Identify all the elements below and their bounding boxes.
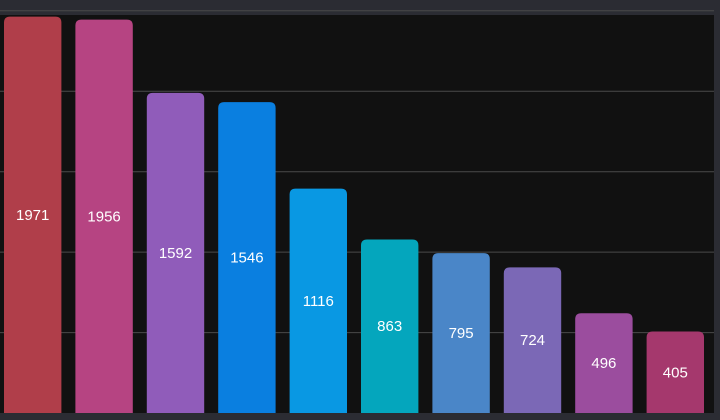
bar[interactable] — [432, 253, 490, 413]
bar-value-label: 724 — [520, 332, 545, 349]
data-labels: 1971 1956 1592 1546 1116 863 795 724 496 405 — [16, 207, 688, 381]
bar-value-label: 496 — [591, 355, 616, 372]
bar[interactable] — [289, 188, 347, 413]
bar[interactable] — [146, 92, 205, 413]
bar-value-label: 1971 — [16, 207, 49, 224]
bar[interactable] — [503, 267, 562, 413]
bar-value-label: 405 — [663, 364, 688, 381]
bar-value-label: 1546 — [230, 250, 263, 267]
bars — [4, 16, 704, 414]
bar[interactable] — [575, 313, 633, 413]
bar-value-label: 1592 — [159, 245, 192, 262]
bar-value-label: 795 — [449, 325, 474, 342]
bar-value-label: 863 — [377, 318, 402, 335]
bar-value-label: 1956 — [87, 208, 120, 225]
bar[interactable] — [4, 16, 62, 414]
bar-value-label: 1116 — [303, 293, 334, 310]
bar[interactable] — [218, 102, 276, 414]
bar[interactable] — [646, 331, 704, 413]
bar[interactable] — [75, 19, 133, 413]
bar[interactable] — [361, 239, 419, 413]
